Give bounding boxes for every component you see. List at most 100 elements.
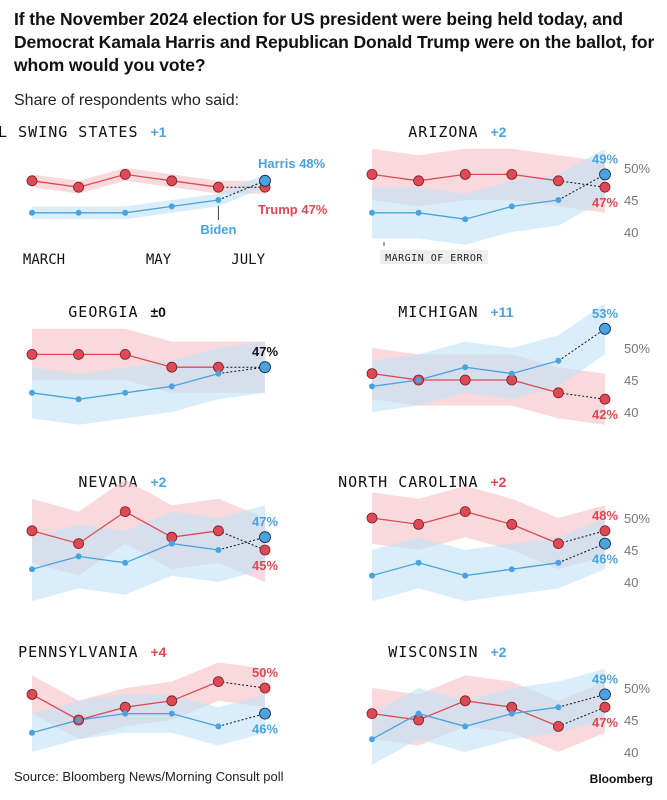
harris-point xyxy=(555,704,562,711)
harris-point xyxy=(168,540,175,547)
panel-title: GEORGIA xyxy=(68,303,138,321)
panel-title: NORTH CAROLINA xyxy=(338,473,478,491)
trump-point xyxy=(459,695,471,707)
y-tick-label: 45 xyxy=(624,543,638,558)
trump-point xyxy=(553,721,564,732)
harris-point xyxy=(122,389,129,396)
harris-point xyxy=(369,209,375,216)
trump-value-label: 48% xyxy=(592,508,618,523)
harris-point xyxy=(415,209,422,216)
harris-point xyxy=(259,174,271,187)
trump-value-label: 47% xyxy=(592,195,618,210)
panel-title: MICHIGAN xyxy=(398,303,478,321)
harris-point xyxy=(462,723,469,730)
panel-nevada: NEVADA +247%45% xyxy=(26,473,278,602)
panel-all-swing-states: ALL SWING STATES +1 Harris 48% Trump 47% Bid… xyxy=(0,123,328,268)
harris-value-label: 46% xyxy=(252,722,278,737)
trump-harris-switch-line xyxy=(218,530,266,551)
trump-point xyxy=(413,175,425,187)
harris-point xyxy=(122,710,129,717)
harris-point xyxy=(415,377,422,383)
harris-label: Harris 48% xyxy=(258,156,326,171)
trump-point xyxy=(599,393,611,405)
y-tick-label: 40 xyxy=(624,225,638,240)
trump-point xyxy=(459,506,471,518)
trump-moe-band xyxy=(32,168,265,194)
trump-point xyxy=(26,689,38,700)
trump-point xyxy=(119,168,131,180)
y-tick-label: 45 xyxy=(624,373,638,388)
trump-point xyxy=(506,519,518,530)
trump-point xyxy=(599,701,611,713)
panel-change-badge: ±0 xyxy=(151,304,167,320)
harris-point xyxy=(369,572,375,579)
trump-point xyxy=(366,368,378,380)
harris-point xyxy=(462,572,469,579)
panel-north-carolina: NORTH CAROLINA +2 50% 45 40 46% 48% xyxy=(338,473,650,602)
trump-point xyxy=(119,348,131,360)
biden-annotation: Biden xyxy=(200,222,236,237)
trump-point xyxy=(553,387,564,399)
trump-point xyxy=(26,175,38,187)
trump-harris-switch-line xyxy=(558,530,606,545)
trump-value-label: 50% xyxy=(252,665,278,680)
harris-point xyxy=(508,710,515,717)
harris-point xyxy=(599,537,611,550)
trump-point xyxy=(366,512,378,524)
harris-point xyxy=(415,710,422,717)
trump-point xyxy=(73,538,84,549)
harris-point xyxy=(555,197,562,203)
chart-title: If the November 2024 election for US pre… xyxy=(14,9,655,75)
trump-value-label: 45% xyxy=(252,558,278,573)
harris-point xyxy=(168,383,175,390)
harris-value-label: 47% xyxy=(252,514,278,529)
trump-point xyxy=(366,708,378,719)
y-tick-label: 45 xyxy=(624,193,638,208)
panel-arizona: ARIZONA +2 50% 45 40 49% 47% MARGIN OF ERROR xyxy=(366,123,650,264)
trump-point xyxy=(259,544,271,556)
trump-point xyxy=(119,506,131,518)
harris-point xyxy=(29,389,35,396)
trump-point xyxy=(26,525,38,537)
panel-pennsylvania: PENNSYLVANIA +4 46% 50% xyxy=(18,643,278,752)
harris-point xyxy=(555,559,562,566)
y-tick-label: 50% xyxy=(624,511,650,526)
harris-point xyxy=(555,357,562,364)
harris-point xyxy=(599,322,611,335)
harris-moe-band xyxy=(32,341,265,425)
trump-point xyxy=(212,181,224,193)
panel-change-badge: +2 xyxy=(491,644,507,660)
biden-harris-switch-line xyxy=(218,536,266,551)
trump-point xyxy=(506,168,518,180)
trump-point xyxy=(212,525,224,537)
harris-moe-band xyxy=(372,148,605,245)
trump-point xyxy=(553,175,564,187)
chart-subtitle: Share of respondents who said: xyxy=(14,92,240,109)
harris-point xyxy=(122,559,129,566)
biden-harris-switch-line xyxy=(558,693,606,708)
panel-change-badge: +11 xyxy=(491,304,514,320)
harris-point xyxy=(29,729,35,736)
y-tick-label: 45 xyxy=(624,713,638,728)
harris-point xyxy=(508,566,515,573)
harris-point xyxy=(369,736,375,743)
harris-point xyxy=(599,688,611,701)
trump-point xyxy=(212,676,224,687)
panel-michigan: MICHIGAN +11 50% 45 40 53% 42% xyxy=(366,303,650,425)
trump-point xyxy=(166,361,178,373)
harris-value-label: 46% xyxy=(592,552,618,567)
harris-point xyxy=(259,531,271,544)
harris-point xyxy=(369,383,375,390)
harris-moe-band xyxy=(372,303,605,412)
source-note: Source: Bloomberg News/Morning Consult p… xyxy=(14,769,284,784)
trump-point xyxy=(459,374,471,386)
harris-point xyxy=(508,203,515,210)
harris-point xyxy=(259,361,271,374)
trump-point xyxy=(366,168,378,180)
harris-moe-band xyxy=(372,668,605,765)
harris-point xyxy=(259,707,271,720)
harris-value-label: 53% xyxy=(592,306,618,321)
panel-title: PENNSYLVANIA xyxy=(18,643,138,661)
trump-point xyxy=(26,348,38,360)
tie-label: 47% xyxy=(252,344,278,359)
